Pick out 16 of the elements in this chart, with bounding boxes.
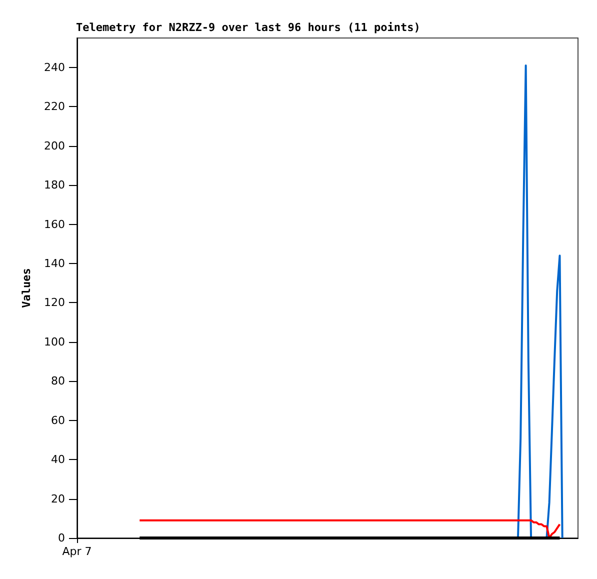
y-tick-label: 140 — [44, 256, 65, 270]
y-tick-label: 200 — [44, 139, 65, 152]
y-tick-label: 240 — [44, 60, 65, 74]
y-tick-label: 0 — [58, 532, 65, 544]
chart-title: Telemetry for N2RZZ-9 over last 96 hours (11 points) — [76, 21, 420, 34]
y-tick-label: 220 — [44, 100, 65, 114]
y-tick-label: 160 — [44, 218, 65, 231]
y-tick-label: 120 — [44, 296, 65, 310]
x-tick-label: Apr 7 — [62, 545, 92, 558]
y-tick-label: 60 — [51, 414, 65, 427]
y-tick-label: 80 — [51, 374, 65, 388]
y-tick-label: 20 — [51, 492, 65, 506]
y-tick-label: 40 — [51, 453, 65, 466]
y-tick-label: 100 — [44, 335, 65, 348]
y-tick-label: 180 — [44, 178, 65, 192]
y-axis-title: Values — [20, 268, 33, 308]
